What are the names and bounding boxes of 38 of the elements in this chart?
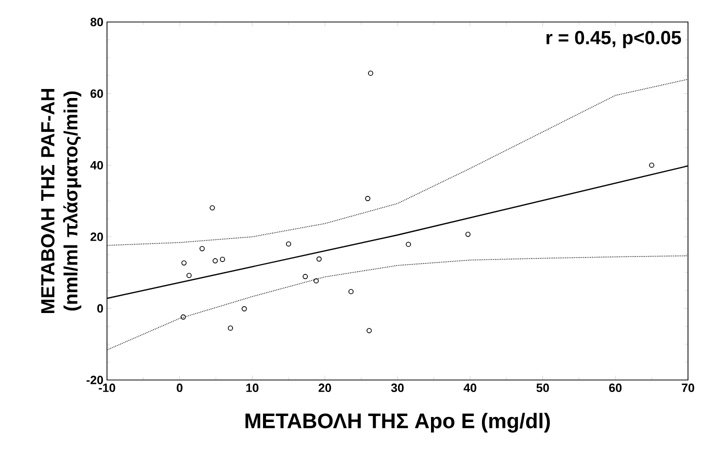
point <box>348 288 354 294</box>
y-axis-title: ΜΕΤΑΒΟΛΗ ΤΗΣ PAF-AH (nml/ml πλάσματος/min) <box>41 89 82 314</box>
x-tick-label: 70 <box>682 384 694 392</box>
point <box>181 260 187 266</box>
x-tick-label: 10 <box>246 384 258 392</box>
point <box>228 325 234 331</box>
point <box>186 272 192 278</box>
y-tick-label: 80 <box>90 18 103 26</box>
point <box>316 256 322 262</box>
point <box>365 196 370 202</box>
point <box>220 256 226 262</box>
x-tick-label: 0 <box>176 384 182 392</box>
y-tick-label: 0 <box>97 304 103 313</box>
point <box>406 242 411 247</box>
point <box>286 241 292 247</box>
point <box>314 278 319 284</box>
point <box>302 274 308 280</box>
y-tick-label: 60 <box>90 89 103 98</box>
x-tick-label: 50 <box>536 384 549 392</box>
point <box>180 314 186 320</box>
point <box>242 306 247 312</box>
point <box>212 258 218 264</box>
point <box>368 70 374 76</box>
y-tick-label: 40 <box>90 160 103 170</box>
x-tick-label: 30 <box>391 384 404 392</box>
x-axis-title: ΜΕΤΑΒΟΛΗ ΤΗΣ Apo E (mg/dl) <box>246 412 550 433</box>
point <box>200 246 205 252</box>
y-tick-label: 20 <box>90 232 103 242</box>
x-tick-label: -10 <box>98 384 116 392</box>
annotation: r = 0.45, p<0.05 <box>546 30 682 48</box>
y-tick-label: -20 <box>86 376 103 384</box>
x-tick-label: 20 <box>318 384 332 392</box>
point <box>366 328 372 334</box>
x-tick-label: 60 <box>609 384 622 392</box>
point <box>465 232 471 237</box>
point <box>210 205 215 210</box>
point <box>649 162 654 168</box>
x-tick-label: 40 <box>464 384 476 392</box>
